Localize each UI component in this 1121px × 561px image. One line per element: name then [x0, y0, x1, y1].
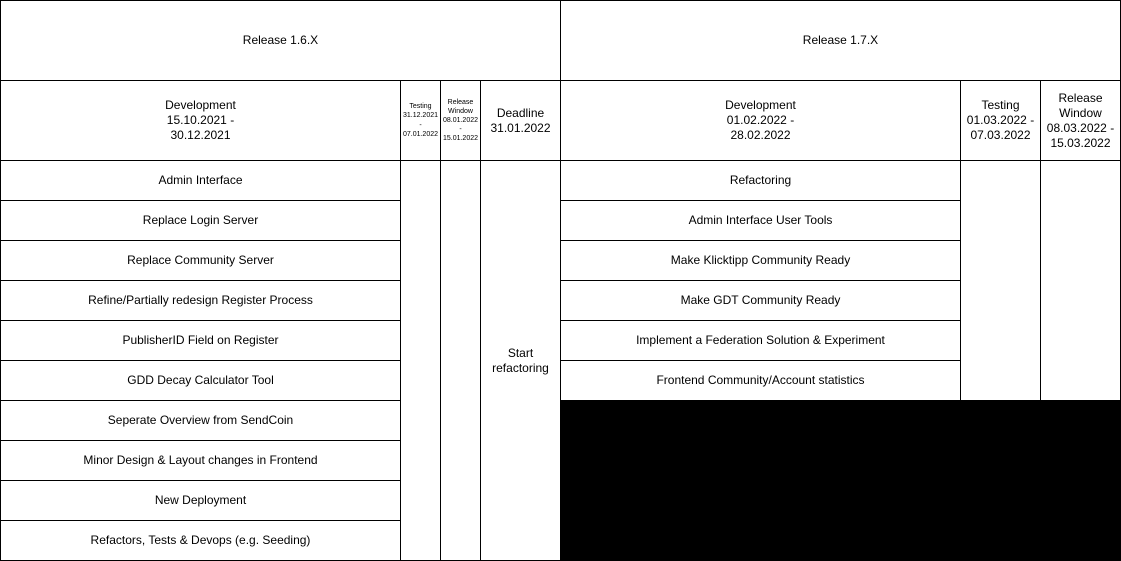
task-row: Seperate Overview from SendCoin: [0, 400, 401, 441]
left-development-header: Development 15.10.2021 - 30.12.2021: [0, 80, 401, 161]
left-deadline-header: Deadline 31.01.2022: [480, 80, 561, 161]
task-row: Replace Login Server: [0, 200, 401, 241]
task-row: GDD Decay Calculator Tool: [0, 360, 401, 401]
task-row: New Deployment: [0, 480, 401, 521]
task-row: Make Klicktipp Community Ready: [560, 240, 961, 281]
task-row: PublisherID Field on Register: [0, 320, 401, 361]
task-row: Replace Community Server: [0, 240, 401, 281]
right-release-window-column: [1040, 160, 1121, 401]
left-release-window-header: Release Window 08.01.2022 - 15.01.2022: [440, 80, 481, 161]
left-testing-header: Testing 31.12.2021 - 07.01.2022: [400, 80, 441, 161]
right-release-window-header: Release Window 08.03.2022 - 15.03.2022: [1040, 80, 1121, 161]
release-16-title: Release 1.6.X: [0, 0, 561, 81]
task-row: Make GDT Community Ready: [560, 280, 961, 321]
left-deadline-note: Start refactoring: [480, 160, 561, 561]
task-row: Minor Design & Layout changes in Fronten…: [0, 440, 401, 481]
task-row: Refactoring: [560, 160, 961, 201]
right-testing-header: Testing 01.03.2022 - 07.03.2022: [960, 80, 1041, 161]
task-row: Refactors, Tests & Devops (e.g. Seeding): [0, 520, 401, 561]
task-row: Admin Interface: [0, 160, 401, 201]
task-row: Implement a Federation Solution & Experi…: [560, 320, 961, 361]
blacked-out-area: [560, 400, 1121, 561]
right-development-header: Development 01.02.2022 - 28.02.2022: [560, 80, 961, 161]
task-row: Refine/Partially redesign Register Proce…: [0, 280, 401, 321]
left-release-window-column: [440, 160, 481, 561]
task-row: Frontend Community/Account statistics: [560, 360, 961, 401]
release-17-title: Release 1.7.X: [560, 0, 1121, 81]
left-testing-column: [400, 160, 441, 561]
task-row: Admin Interface User Tools: [560, 200, 961, 241]
right-testing-column: [960, 160, 1041, 401]
